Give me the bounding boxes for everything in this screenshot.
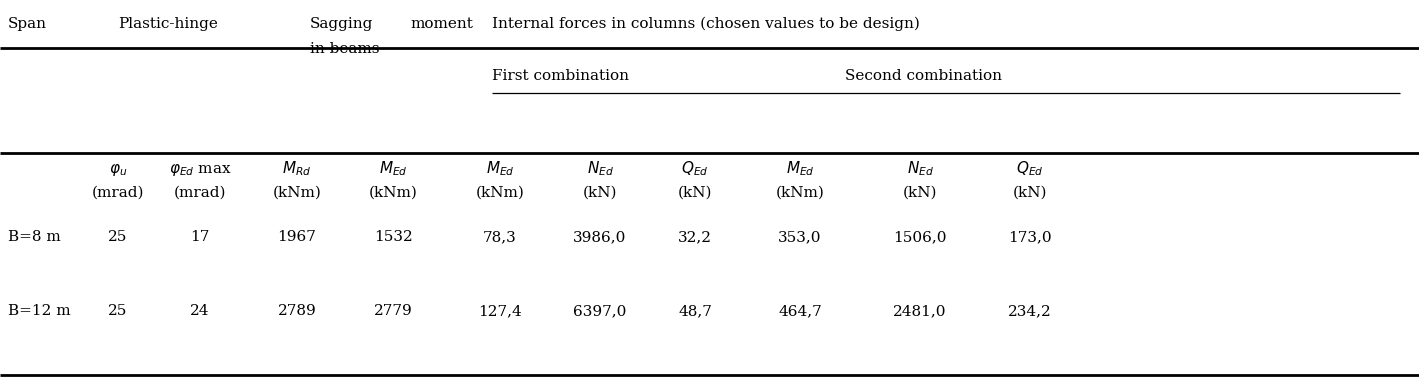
Text: (kN): (kN) — [678, 186, 712, 200]
Text: Sagging: Sagging — [309, 17, 373, 31]
Text: (kNm): (kNm) — [369, 186, 417, 200]
Text: 2789: 2789 — [278, 304, 316, 318]
Text: B=8 m: B=8 m — [9, 230, 61, 244]
Text: 48,7: 48,7 — [678, 304, 712, 318]
Text: 3986,0: 3986,0 — [573, 230, 627, 244]
Text: 353,0: 353,0 — [778, 230, 822, 244]
Text: 173,0: 173,0 — [1007, 230, 1051, 244]
Text: $M_{Ed}$: $M_{Ed}$ — [379, 159, 407, 178]
Text: 24: 24 — [190, 304, 210, 318]
Text: 1532: 1532 — [373, 230, 413, 244]
Text: 234,2: 234,2 — [1007, 304, 1051, 318]
Text: $\varphi_u$: $\varphi_u$ — [109, 162, 128, 178]
Text: 32,2: 32,2 — [678, 230, 712, 244]
Text: 464,7: 464,7 — [778, 304, 822, 318]
Text: $M_{Ed}$: $M_{Ed}$ — [786, 159, 815, 178]
Text: Span: Span — [9, 17, 47, 31]
Text: $N_{Ed}$: $N_{Ed}$ — [907, 159, 934, 178]
Text: First combination: First combination — [492, 69, 629, 83]
Text: 6397,0: 6397,0 — [573, 304, 627, 318]
Text: $\varphi_{Ed}$ max: $\varphi_{Ed}$ max — [169, 162, 231, 178]
Text: (kN): (kN) — [902, 186, 938, 200]
Text: (kNm): (kNm) — [272, 186, 322, 200]
Text: (mrad): (mrad) — [173, 186, 226, 200]
Text: B=12 m: B=12 m — [9, 304, 71, 318]
Text: 17: 17 — [190, 230, 210, 244]
Text: 2481,0: 2481,0 — [893, 304, 946, 318]
Text: (kNm): (kNm) — [475, 186, 525, 200]
Text: 25: 25 — [108, 230, 128, 244]
Text: (mrad): (mrad) — [92, 186, 145, 200]
Text: $Q_{Ed}$: $Q_{Ed}$ — [1016, 159, 1044, 178]
Text: $M_{Ed}$: $M_{Ed}$ — [485, 159, 514, 178]
Text: 78,3: 78,3 — [482, 230, 517, 244]
Text: 1967: 1967 — [278, 230, 316, 244]
Text: Internal forces in columns (chosen values to be design): Internal forces in columns (chosen value… — [492, 16, 920, 31]
Text: (kNm): (kNm) — [776, 186, 824, 200]
Text: $N_{Ed}$: $N_{Ed}$ — [586, 159, 613, 178]
Text: in beams: in beams — [309, 42, 379, 56]
Text: 25: 25 — [108, 304, 128, 318]
Text: $Q_{Ed}$: $Q_{Ed}$ — [681, 159, 708, 178]
Text: 1506,0: 1506,0 — [893, 230, 946, 244]
Text: Plastic-hinge: Plastic-hinge — [118, 17, 219, 31]
Text: 2779: 2779 — [373, 304, 413, 318]
Text: moment: moment — [410, 17, 473, 31]
Text: $M_{Rd}$: $M_{Rd}$ — [282, 159, 312, 178]
Text: 127,4: 127,4 — [478, 304, 522, 318]
Text: (kN): (kN) — [583, 186, 617, 200]
Text: (kN): (kN) — [1013, 186, 1047, 200]
Text: Second combination: Second combination — [844, 69, 1002, 83]
